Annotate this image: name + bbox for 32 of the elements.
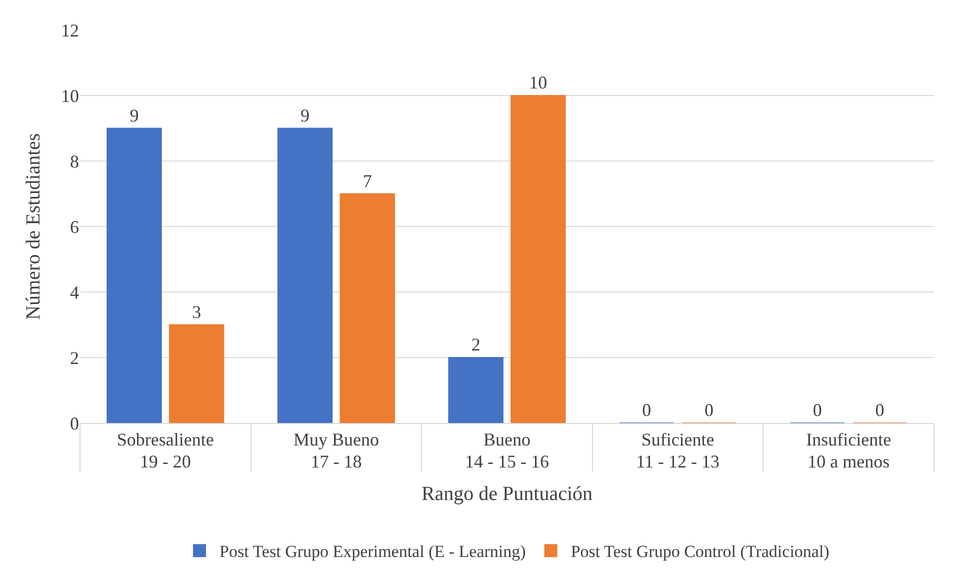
bar xyxy=(168,324,224,423)
y-tick-label: 8 xyxy=(70,151,79,172)
y-tick-label: 10 xyxy=(61,86,79,106)
category-label: Insuficiente 10 a menos xyxy=(806,430,892,472)
category-label: Muy Bueno 17 - 18 xyxy=(293,430,379,472)
bar xyxy=(448,357,504,423)
legend-label: Post Test Grupo Control (Tradicional) xyxy=(570,542,830,562)
legend-label: Post Test Grupo Experimental (E - Learning) xyxy=(220,542,526,562)
data-label: 3 xyxy=(192,302,202,322)
data-label: 0 xyxy=(812,400,822,420)
y-tick-label: 12 xyxy=(61,20,79,40)
data-label: 10 xyxy=(529,72,548,92)
y-tick-label: 4 xyxy=(70,282,79,302)
category-label: Bueno 14 - 15 - 16 xyxy=(465,430,549,472)
bar xyxy=(106,128,162,423)
data-label: 0 xyxy=(875,400,884,420)
category-label: Suficiente 11 - 12 - 13 xyxy=(636,430,720,472)
y-tick-label: 2 xyxy=(70,348,79,368)
bar xyxy=(340,193,395,423)
data-label: 2 xyxy=(471,334,480,354)
data-label: 7 xyxy=(362,170,372,191)
category-label: Sobresaliente 19 - 20 xyxy=(116,430,214,472)
bar xyxy=(277,128,333,423)
data-label: 9 xyxy=(130,105,139,126)
y-tick-label: 6 xyxy=(70,216,79,237)
bar xyxy=(510,95,566,423)
x-axis-title: Rango de Puntuación xyxy=(421,483,593,506)
y-tick-label: 0 xyxy=(70,413,79,434)
data-label: 0 xyxy=(704,400,714,420)
y-axis-title: Número de Estudiantes xyxy=(22,132,44,320)
data-label: 0 xyxy=(642,400,652,420)
data-label: 9 xyxy=(300,105,310,126)
